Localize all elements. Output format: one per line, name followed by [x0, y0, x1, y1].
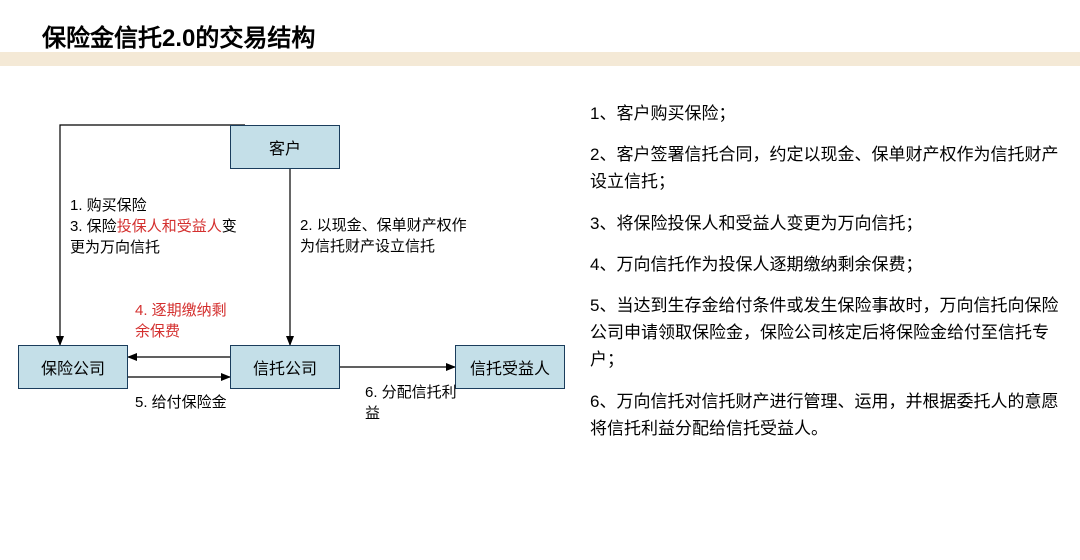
step-4: 4、万向信托作为投保人逐期缴纳剩余保费；	[590, 251, 1060, 278]
node-customer: 客户	[230, 125, 340, 169]
node-insurer: 保险公司	[18, 345, 128, 389]
page-title: 保险金信托2.0的交易结构	[42, 18, 315, 53]
accent-bar	[0, 52, 1080, 66]
step-3: 3、将保险投保人和受益人变更为万向信托；	[590, 210, 1060, 237]
diagram-area: 客户保险公司 信托公司 信托受益人 1. 购买保险3. 保险投保人和受益人变更为万向…	[0, 70, 580, 440]
step-5: 5、当达到生存金给付条件或发生保险事故时，万向信托向保险公司申请领取保险金，保险…	[590, 292, 1060, 374]
edge-label-e4: 4. 逐期缴纳剩余保费	[135, 300, 235, 342]
step-2: 2、客户签署信托合同，约定以现金、保单财产权作为信托财产设立信托；	[590, 141, 1060, 195]
edge-label-e1: 1. 购买保险3. 保险投保人和受益人变更为万向信托	[70, 195, 240, 258]
node-trust: 信托公司	[230, 345, 340, 389]
edge-label-e5: 5. 给付保险金	[135, 392, 255, 413]
steps-list: 1、客户购买保险； 2、客户签署信托合同，约定以现金、保单财产权作为信托财产设立信…	[590, 100, 1060, 456]
edge-label-e2: 2. 以现金、保单财产权作为信托财产设立信托	[300, 215, 480, 257]
edge-label-e6: 6. 分配信托利益	[365, 382, 465, 424]
step-1: 1、客户购买保险；	[590, 100, 1060, 127]
page: 保险金信托2.0的交易结构 客户保险公司 信托公司 信托受益人 1. 购买保险3. …	[0, 0, 1080, 560]
step-6: 6、万向信托对信托财产进行管理、运用，并根据委托人的意愿将信托利益分配给信托受益…	[590, 388, 1060, 442]
node-beneficiary: 信托受益人	[455, 345, 565, 389]
